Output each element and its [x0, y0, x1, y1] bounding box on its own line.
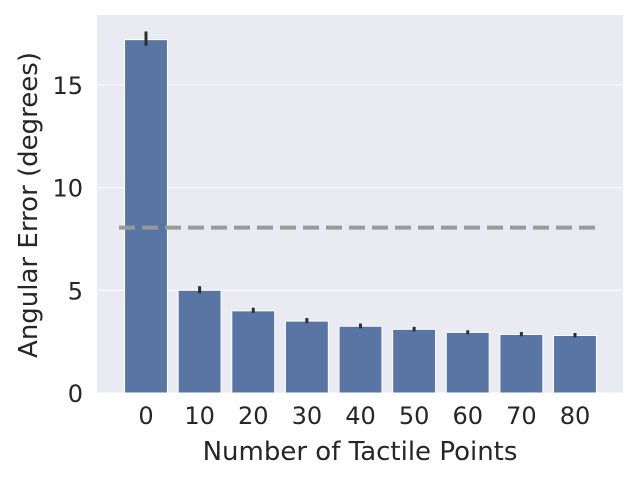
bar-50: [392, 328, 437, 394]
y-tick-label-10: 10: [52, 175, 83, 203]
x-axis-label: Number of Tactile Points: [203, 437, 518, 467]
bar-0: [124, 39, 168, 394]
x-tick-label-60: 60: [452, 402, 483, 430]
bars: [124, 39, 597, 394]
bar-10: [177, 289, 222, 394]
x-tick-label-30: 30: [292, 402, 323, 430]
y-tick-label-5: 5: [68, 277, 83, 305]
x-tick-label-10: 10: [184, 402, 215, 430]
x-tick-label-80: 80: [560, 402, 591, 430]
bar-70: [499, 333, 544, 394]
x-tick-label-70: 70: [506, 402, 537, 430]
x-tick-label-0: 0: [138, 402, 153, 430]
error-bars: [144, 31, 577, 338]
y-axis-label: Angular Error (degrees): [14, 52, 44, 358]
y-tick-label-15: 15: [52, 72, 83, 100]
bar-40: [338, 325, 383, 394]
bar-60: [445, 331, 490, 394]
x-tick-label-50: 50: [399, 402, 430, 430]
x-tick-label-20: 20: [238, 402, 269, 430]
y-tick-labels: 0 5 10 15: [52, 72, 83, 408]
y-tick-label-0: 0: [68, 380, 83, 408]
bar-30: [284, 320, 329, 394]
bar-20: [231, 310, 276, 394]
x-tick-label-40: 40: [345, 402, 376, 430]
x-tick-labels: 0 10 20 30 40 50 60 70 80: [138, 402, 590, 430]
bar-80: [553, 334, 597, 394]
